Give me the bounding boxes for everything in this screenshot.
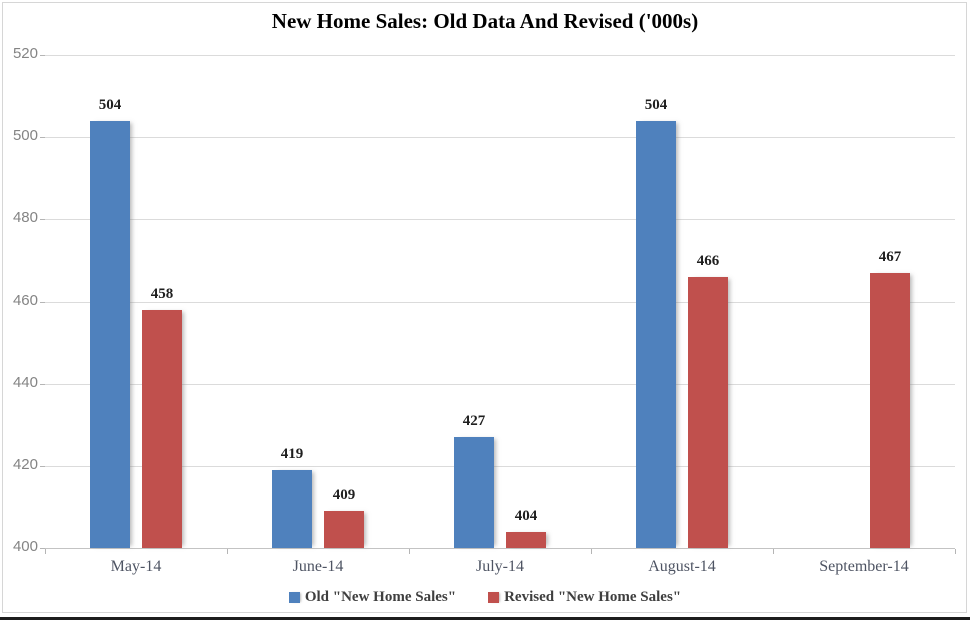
y-axis-label: 440 <box>12 373 38 391</box>
gridline <box>45 219 955 221</box>
legend: Old "New Home Sales" Revised "New Home S… <box>0 589 970 606</box>
x-axis-tick <box>773 549 774 554</box>
x-axis-category-label: July-14 <box>476 558 524 575</box>
x-axis-category-label: September-14 <box>819 558 909 575</box>
legend-label-revised: Revised "New Home Sales" <box>504 589 682 605</box>
y-axis-tick <box>40 55 45 56</box>
bar-value-label: 467 <box>878 248 902 265</box>
gridline <box>45 301 955 303</box>
revised-sales-bar <box>142 309 182 548</box>
x-axis-category-label: May-14 <box>110 558 162 575</box>
y-axis-tick <box>40 548 45 549</box>
y-axis-tick <box>40 465 45 467</box>
revised-sales-bar <box>324 511 364 548</box>
bar-value-label: 466 <box>696 252 720 269</box>
old-sales-bar <box>272 469 312 548</box>
bar-value-label: 504 <box>644 96 668 113</box>
x-axis-category-label: June-14 <box>292 558 344 575</box>
y-axis-tick <box>40 219 45 221</box>
legend-swatch <box>288 592 300 603</box>
gridline <box>45 55 955 56</box>
old-sales-bar <box>636 120 676 548</box>
revised-sales-bar <box>688 276 728 548</box>
x-axis-tick <box>45 549 46 554</box>
y-axis-label: 460 <box>12 291 38 309</box>
revised-sales-bar <box>506 531 546 548</box>
legend-item-revised: Revised "New Home Sales" <box>488 589 681 606</box>
bar-value-label: 458 <box>150 285 174 302</box>
legend-swatch <box>488 592 500 603</box>
bar-value-label: 419 <box>280 445 304 462</box>
y-axis-tick <box>40 137 45 139</box>
y-axis-label: 520 <box>12 45 38 62</box>
x-axis-tick <box>409 549 410 554</box>
y-axis-label: 480 <box>12 209 38 227</box>
gridline <box>45 383 955 385</box>
x-axis-tick <box>591 549 592 554</box>
y-axis-tick <box>40 383 45 385</box>
x-axis-line <box>45 548 955 549</box>
x-axis-tick <box>227 549 228 554</box>
y-axis-label: 420 <box>12 455 38 473</box>
legend-label-old: Old "New Home Sales" <box>304 589 457 605</box>
old-sales-bar <box>454 437 494 548</box>
bar-value-label: 404 <box>514 507 538 524</box>
legend-item-old: Old "New Home Sales" <box>288 589 457 606</box>
x-axis-category-label: August-14 <box>648 558 716 575</box>
y-axis-tick <box>40 301 45 303</box>
revised-sales-bar <box>870 272 910 548</box>
y-axis-label: 400 <box>12 538 38 555</box>
bar-value-label: 427 <box>462 413 486 430</box>
chart-title: New Home Sales: Old Data And Revised ('0… <box>271 9 699 33</box>
window-bottom-edge <box>0 617 970 620</box>
gridline <box>45 465 955 467</box>
x-axis-tick <box>955 549 956 554</box>
bar-value-label: 409 <box>332 487 356 504</box>
gridline <box>45 137 955 139</box>
y-axis-label: 500 <box>12 127 38 145</box>
bar-value-label: 504 <box>98 96 122 113</box>
old-sales-bar <box>90 120 130 548</box>
